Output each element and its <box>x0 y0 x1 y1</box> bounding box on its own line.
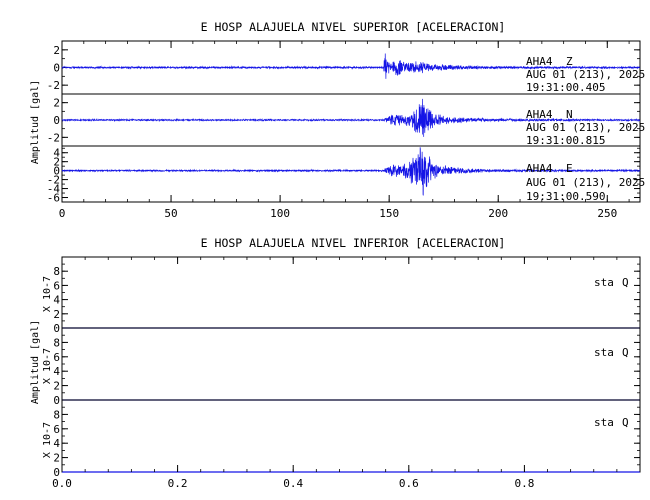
top-panel-e-trace <box>61 147 641 196</box>
x-tick-label: 50 <box>164 207 177 220</box>
y-tick-label: 0 <box>53 114 60 127</box>
bottom-panel-2-y-ticks: 02 46 8 <box>53 327 640 407</box>
x-tick-label: 0.6 <box>399 477 419 490</box>
top-panel-z-trace <box>61 53 641 79</box>
y-tick-label: 6 <box>53 423 60 436</box>
top-panel-z: -2 0 2 AHA4 Z AUG 01 (213), 2025 19:31:00.… <box>47 40 645 95</box>
bottom-panel-1: 024 68 X 10-7 sta Q <box>42 256 641 335</box>
top-panel-n: -2 0 2 AHA4 N AUG 01 (213), 2025 19:31:00.… <box>47 93 645 147</box>
x-tick-label: 250 <box>597 207 617 220</box>
top-panel-e-frame <box>61 145 641 203</box>
bottom-panel-3-frame <box>61 399 641 473</box>
y-tick-label: 0 <box>53 466 60 479</box>
y-tick-label: 6 <box>53 279 60 292</box>
x-tick-label: 0.8 <box>514 477 534 490</box>
x-tick-label: 100 <box>270 207 290 220</box>
bottom-panel-1-component: Q <box>622 276 629 289</box>
y-tick-label: 4 <box>53 365 60 378</box>
y-tick-label: 2 <box>53 452 60 465</box>
x-tick-label: 200 <box>488 207 508 220</box>
y-tick-label: 2 <box>53 44 60 57</box>
top-x-axis: 0 50 100 150 200 250 <box>59 41 630 220</box>
top-panel-n-trace <box>61 98 641 137</box>
y-tick-label: -2 <box>47 131 60 144</box>
bottom-y-axis-label: Amplitud [gal] <box>30 320 41 404</box>
bottom-chart-title: E HOSP ALAJUELA NIVEL INFERIOR [ACELERAC… <box>201 236 506 250</box>
y-tick-label: 0 <box>53 322 60 335</box>
bottom-panel-3-station: sta <box>594 416 614 429</box>
y-tick-label: -4 <box>47 183 61 196</box>
bottom-panel-2-station: sta <box>594 346 614 359</box>
y-tick-label: 6 <box>53 351 60 364</box>
bottom-panel-2-scale-label: X 10-7 <box>42 348 53 384</box>
top-panel-n-station: AHA4 <box>526 108 553 121</box>
bottom-panel-2-component: Q <box>622 346 629 359</box>
x-tick-label: 0.0 <box>52 477 72 490</box>
bottom-panel-3-component: Q <box>622 416 629 429</box>
x-tick-label: 0 <box>59 207 66 220</box>
y-tick-label: 8 <box>53 336 60 349</box>
y-tick-label: 4 <box>53 147 60 160</box>
x-tick-label: 150 <box>379 207 399 220</box>
top-y-axis-label: Amplitud [gal] <box>30 80 41 164</box>
y-tick-label: -2 <box>47 174 60 187</box>
y-tick-label: 2 <box>53 380 60 393</box>
bottom-panel-2: 02 46 8 X 10-7 sta Q <box>42 327 641 407</box>
y-tick-label: 0 <box>53 165 60 178</box>
top-panel-e-station: AHA4 <box>526 162 553 175</box>
top-panel-n-time: 19:31:00.815 <box>526 134 605 147</box>
bottom-panel-3-scale-label: X 10-7 <box>42 422 53 458</box>
y-tick-label: -6 <box>47 192 60 205</box>
top-panel-n-date: AUG 01 (213), 2025 <box>526 121 645 134</box>
bottom-panel-1-station: sta <box>594 276 614 289</box>
bottom-panel-2-frame <box>61 327 641 401</box>
top-panel-z-time: 19:31:00.405 <box>526 81 605 94</box>
bottom-x-axis: 0.0 0.2 0.4 0.6 0.8 <box>52 257 641 490</box>
top-panel-n-component: N <box>566 108 573 121</box>
top-panel-z-component: Z <box>566 55 573 68</box>
y-tick-label: -2 <box>47 79 60 92</box>
top-panel-e-component: E <box>566 162 573 175</box>
top-panel-e-time: 19:31:00.590 <box>526 190 605 203</box>
y-tick-label: 2 <box>53 156 60 169</box>
bottom-panel-1-scale-label: X 10-7 <box>42 276 53 312</box>
x-tick-label: 0.2 <box>168 477 188 490</box>
y-tick-label: 0 <box>53 62 60 75</box>
y-tick-label: 2 <box>53 97 60 110</box>
bottom-panel-3-y-ticks: 02 46 8 <box>53 399 640 479</box>
top-panel-z-station: AHA4 <box>526 55 553 68</box>
bottom-panel-1-y-ticks: 024 68 <box>53 256 640 335</box>
bottom-panel-1-frame <box>61 256 641 329</box>
y-tick-label: 4 <box>53 294 60 307</box>
top-panel-z-date: AUG 01 (213), 2025 <box>526 68 645 81</box>
y-tick-label: 4 <box>53 437 60 450</box>
y-tick-label: 8 <box>53 265 60 278</box>
y-tick-label: 0 <box>53 394 60 407</box>
bottom-panel-3: 02 46 8 X 10-7 sta Q <box>42 399 641 479</box>
top-panel-e-date: AUG 01 (213), 2025 <box>526 176 645 189</box>
top-chart-title: E HOSP ALAJUELA NIVEL SUPERIOR [ACELERAC… <box>201 20 506 34</box>
x-tick-label: 0.4 <box>283 477 303 490</box>
y-tick-label: 8 <box>53 408 60 421</box>
y-tick-label: 2 <box>53 308 60 321</box>
